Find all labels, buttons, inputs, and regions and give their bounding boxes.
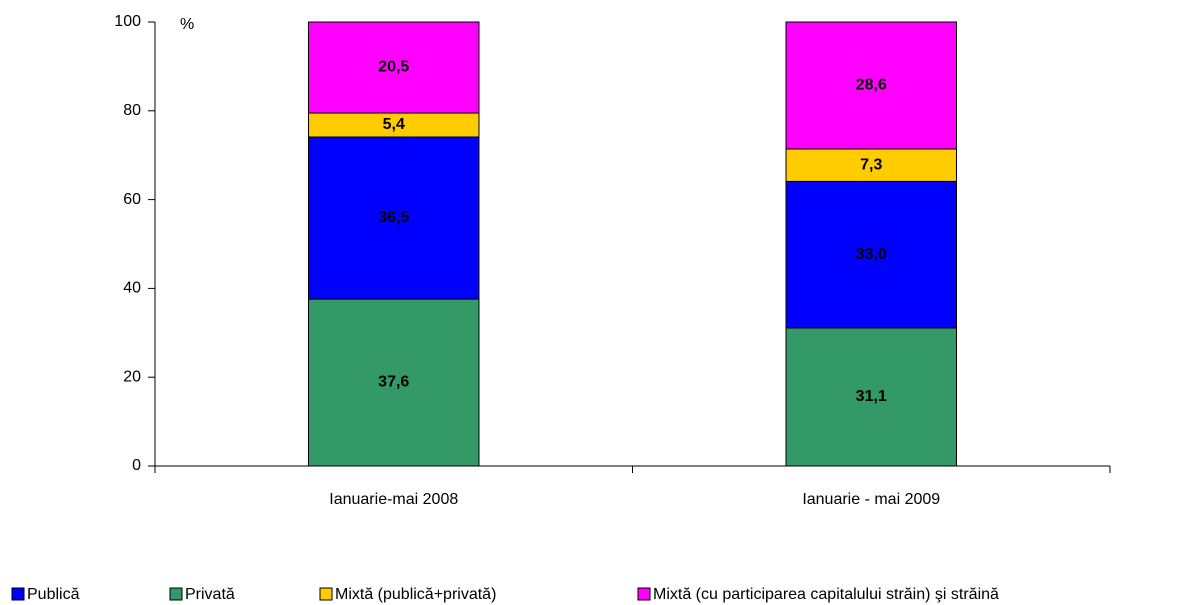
y-unit: % xyxy=(180,16,194,33)
x-tick-label: Ianuarie-mai 2008 xyxy=(329,491,458,508)
value-label: 31,1 xyxy=(856,388,887,405)
value-label: 5,4 xyxy=(383,116,405,133)
legend-label: Mixtă (publică+privată) xyxy=(335,586,496,603)
bar-segment xyxy=(785,180,957,329)
y-tick-label: 40 xyxy=(123,280,141,297)
value-label: 33,0 xyxy=(856,246,887,263)
x-tick-label: Ianuarie - mai 2009 xyxy=(802,491,940,508)
legend-swatch xyxy=(637,587,651,601)
value-label: 37,6 xyxy=(378,374,409,391)
value-label: 36,5 xyxy=(378,209,409,226)
bar-segment xyxy=(785,21,957,150)
legend-swatch xyxy=(11,587,25,601)
legend-swatch xyxy=(169,587,183,601)
legend-label: Mixtă (cu participarea capitalului străi… xyxy=(653,586,999,603)
value-label: 20,5 xyxy=(378,59,409,76)
value-label: 28,6 xyxy=(856,77,887,94)
y-tick-label: 0 xyxy=(132,457,141,474)
legend-label: Privată xyxy=(185,586,235,603)
legend-swatch xyxy=(319,587,333,601)
bar-segment xyxy=(308,21,480,114)
y-tick-label: 80 xyxy=(123,102,141,119)
bar-segment xyxy=(308,298,480,467)
y-tick-label: 60 xyxy=(123,191,141,208)
y-tick-label: 20 xyxy=(123,368,141,385)
y-tick-label: 100 xyxy=(114,13,141,30)
legend-label: Publică xyxy=(27,586,80,603)
bar-segment xyxy=(785,148,957,182)
bar-segment xyxy=(308,136,480,300)
value-label: 7,3 xyxy=(860,156,882,173)
bar-segment xyxy=(785,327,957,467)
